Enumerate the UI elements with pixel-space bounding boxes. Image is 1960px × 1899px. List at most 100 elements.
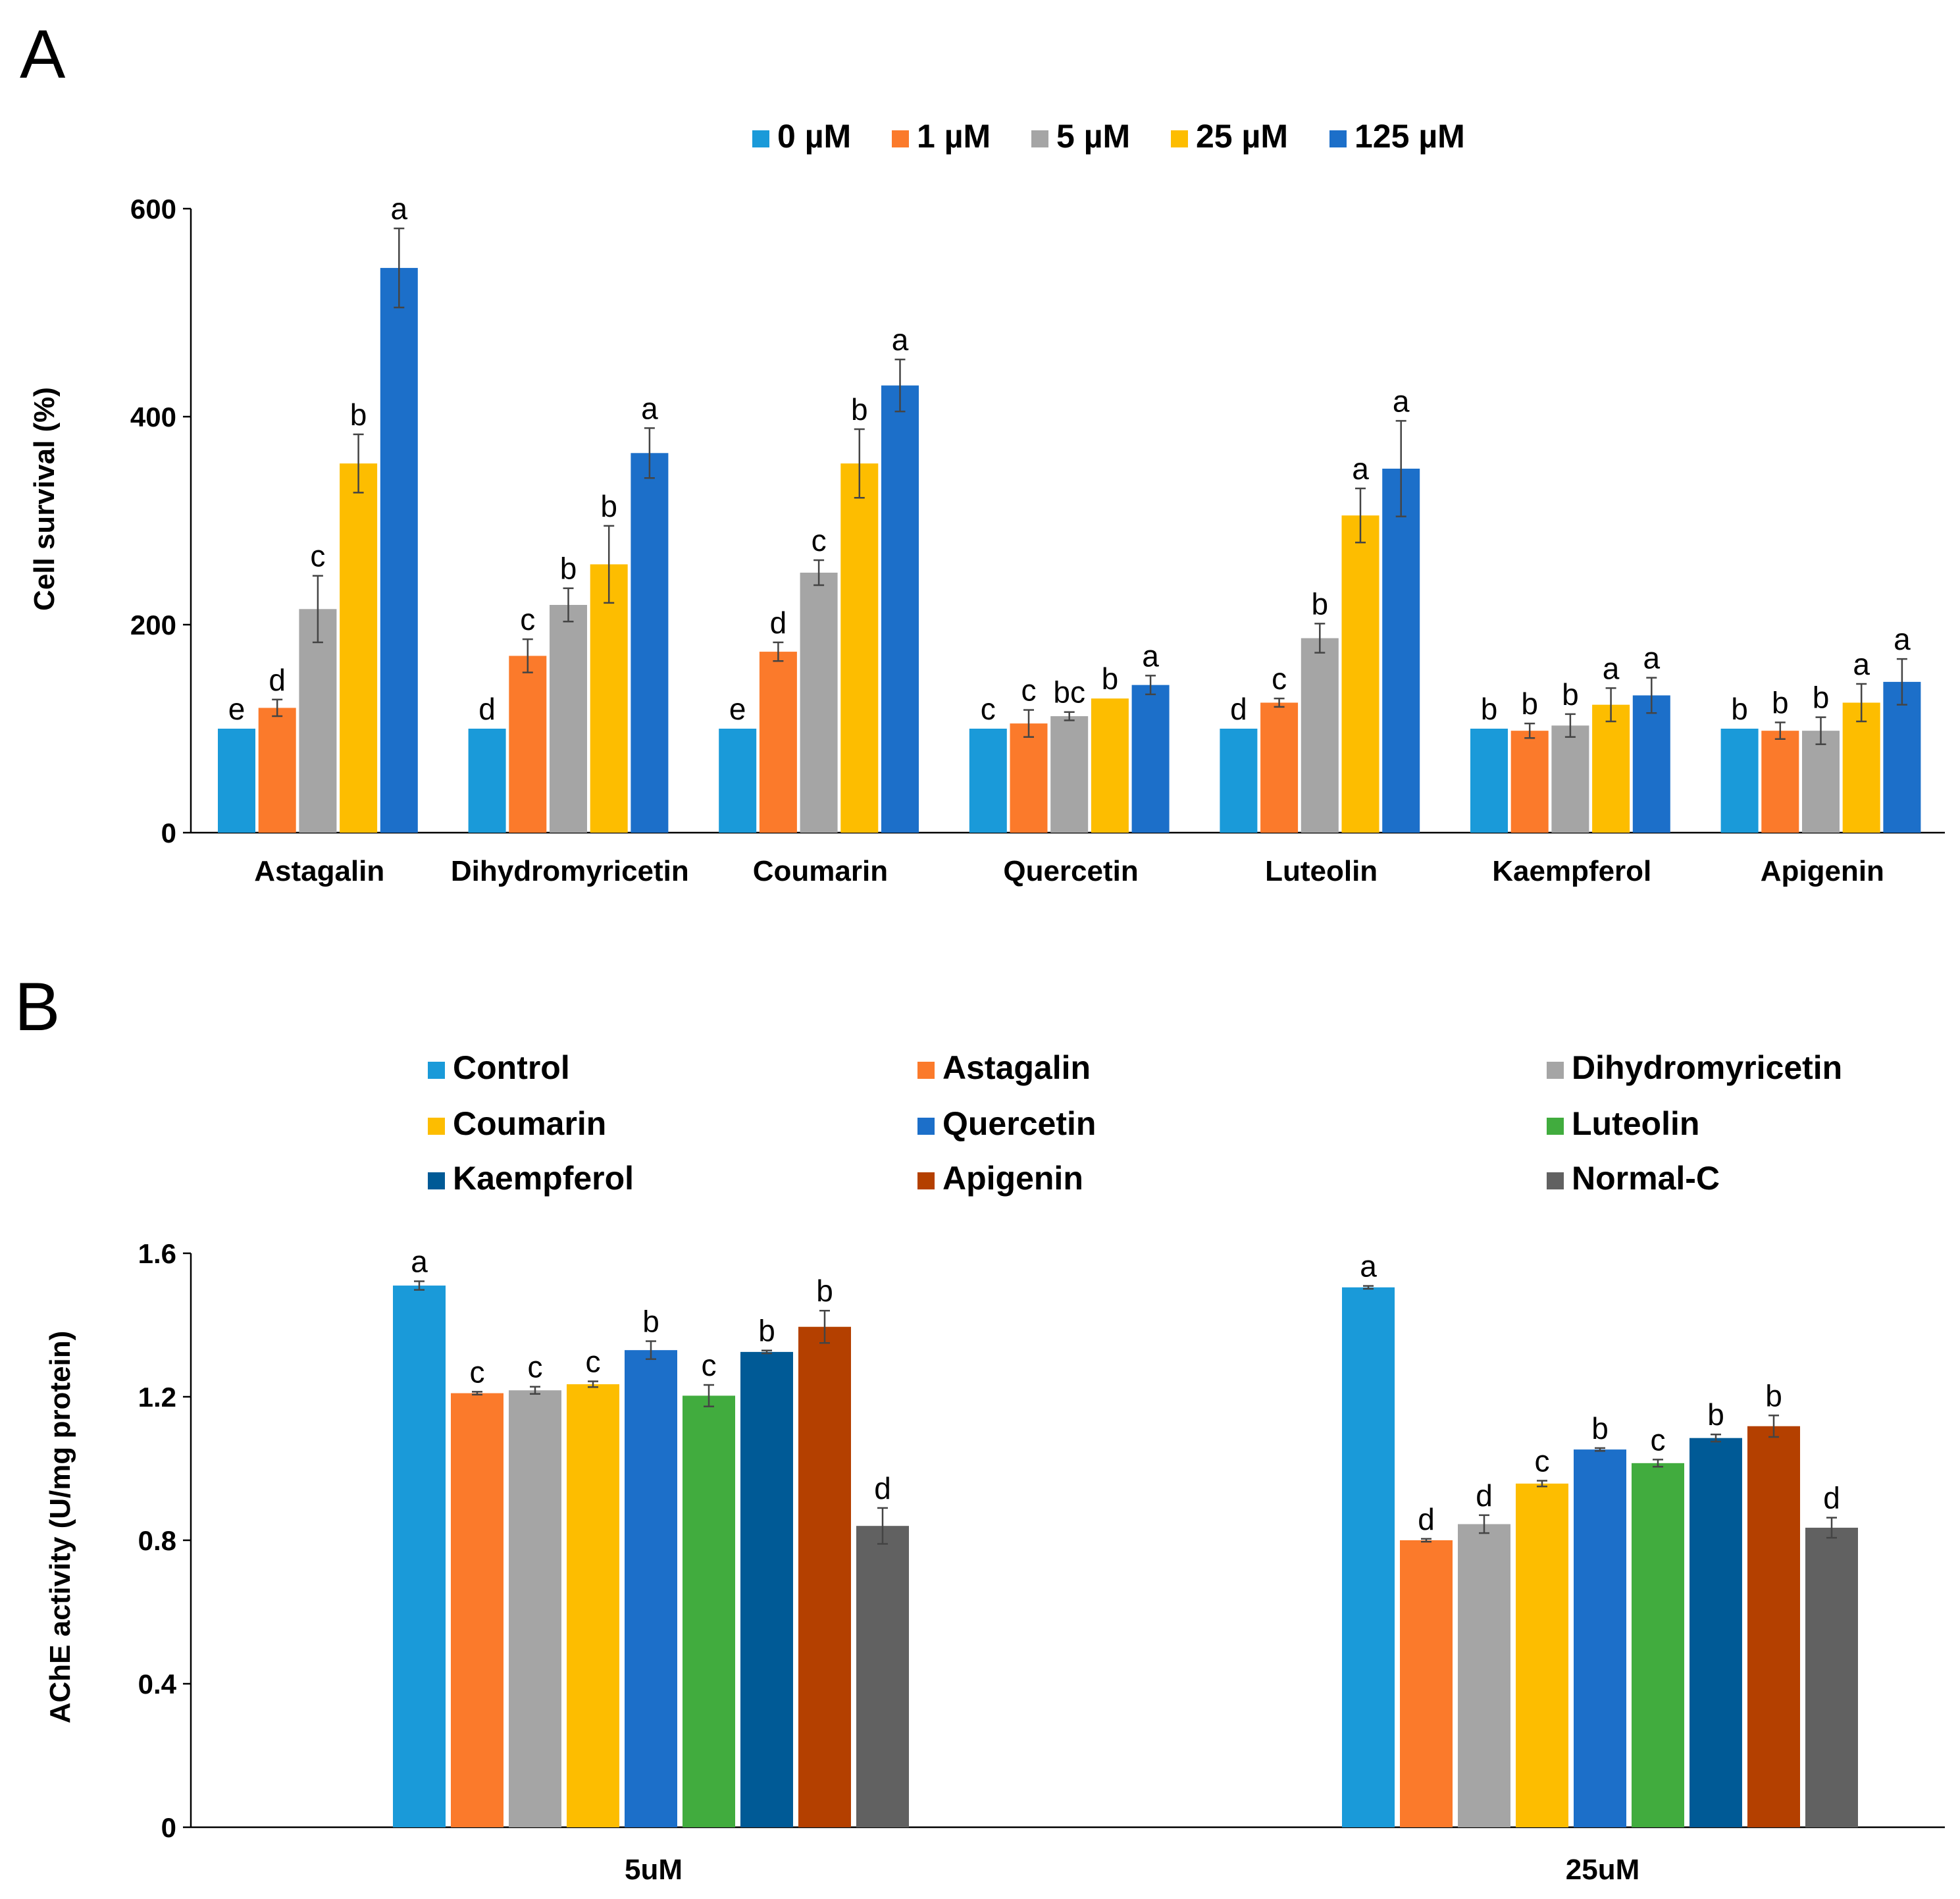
panel-a-category-label-kaempferol: Kaempferol — [1492, 855, 1651, 887]
panel-b-significance-label: b — [642, 1305, 659, 1339]
panel-b-bar-25um-normal-c — [1805, 1527, 1858, 1827]
panel-b-legend-label-apigenin: Apigenin — [942, 1160, 1083, 1197]
panel-b-y-tick-label: 0 — [161, 1812, 176, 1843]
panel-b-legend-label-dihydromyricetin: Dihydromyricetin — [1572, 1049, 1842, 1086]
panel-b-legend-swatch-control — [428, 1062, 445, 1079]
panel-b-legend-label-coumarin: Coumarin — [453, 1105, 606, 1142]
panel-a-significance-label: d — [1230, 692, 1247, 726]
panel-a-bar-apigenin-5-um — [1802, 731, 1840, 833]
panel-a-bar-coumarin-1-um — [759, 652, 797, 833]
panel-a-significance-label: b — [851, 392, 868, 427]
panel-a-significance-label: b — [1813, 681, 1830, 715]
panel-a-significance-label: c — [812, 523, 827, 558]
panel-a-legend-label-125-um: 125 µM — [1354, 118, 1465, 155]
panel-a-bar-dihydromyricetin-25-um — [590, 564, 628, 833]
panel-a-significance-label: a — [1853, 647, 1870, 681]
panel-a-y-tick-label: 600 — [130, 194, 176, 224]
panel-b-legend-swatch-kaempferol — [428, 1172, 445, 1189]
panel-b-significance-label: d — [874, 1471, 891, 1505]
panel-a-y-tick-label: 200 — [130, 610, 176, 640]
panel-a-significance-label: b — [1481, 692, 1498, 726]
panel-a-bar-apigenin-0-um — [1720, 729, 1759, 833]
panel-b-legend-swatch-astagalin — [917, 1062, 935, 1079]
panel-b-significance-label: a — [1360, 1249, 1377, 1284]
panel-a-legend-label-0-um: 0 µM — [777, 118, 851, 155]
panel-b-bar-25um-dihydromyricetin — [1458, 1524, 1510, 1827]
panel-a-significance-label: c — [1021, 673, 1037, 708]
panel-b-significance-label: d — [1823, 1481, 1840, 1515]
panel-a-significance-label: a — [892, 323, 909, 357]
panel-a-legend-label-25-um: 25 µM — [1196, 118, 1288, 155]
panel-a-category-label-astagalin: Astagalin — [254, 855, 384, 887]
panel-a-significance-label: a — [1603, 651, 1620, 685]
panel-b-y-tick-label: 1.2 — [138, 1382, 176, 1413]
panel-a-bar-luteolin-125-um — [1382, 469, 1420, 833]
panel-a-significance-label: b — [1562, 677, 1579, 712]
panel-a-legend-label-1-um: 1 µM — [917, 118, 991, 155]
panel-a-bar-luteolin-1-um — [1260, 702, 1299, 833]
panel-b-significance-label: d — [1418, 1502, 1435, 1536]
panel-a-category-label-dihydromyricetin: Dihydromyricetin — [451, 855, 689, 887]
panel-a-bar-quercetin-5-um — [1050, 716, 1089, 833]
panel-a-bar-apigenin-125-um — [1883, 681, 1921, 833]
panel-a-legend-swatch-25-um — [1171, 130, 1188, 147]
panel-a-category-label-luteolin: Luteolin — [1265, 855, 1378, 887]
panel-a-significance-label: a — [1643, 641, 1661, 675]
panel-a-bar-quercetin-0-um — [969, 729, 1007, 833]
panel-a-significance-label: b — [350, 398, 367, 432]
panel-a-bar-coumarin-0-um — [719, 729, 757, 833]
panel-b-legend-swatch-luteolin — [1547, 1118, 1564, 1135]
panel-a-bar-luteolin-25-um — [1341, 515, 1380, 833]
panel-b-bar-5um-control — [393, 1286, 446, 1827]
panel-b-significance-label: c — [702, 1348, 717, 1382]
panel-a-significance-label: a — [1894, 622, 1911, 656]
panel-b-significance-label: b — [758, 1314, 775, 1348]
panel-a-significance-label: d — [269, 663, 286, 697]
panel-a-legend: 0 µM 1 µM 5 µM 25 µM 125 µM — [752, 118, 1465, 155]
panel-b-legend-swatch-normal-c — [1547, 1172, 1564, 1189]
panel-b-significance-label: a — [411, 1245, 428, 1279]
panel-a-legend-label-5-um: 5 µM — [1056, 118, 1130, 155]
panel-b-bar-5um-luteolin — [683, 1395, 735, 1827]
panel-a-significance-label: c — [981, 692, 996, 726]
panel-a-significance-label: e — [729, 692, 746, 726]
panel-a-chart: A 0 µM 1 µM 5 µM 25 µM 125 µM Cell survival … — [20, 16, 1945, 887]
panel-b-significance-label: b — [1707, 1397, 1724, 1432]
panel-a-category-label-quercetin: Quercetin — [1003, 855, 1138, 887]
panel-a-bar-coumarin-25-um — [840, 463, 879, 833]
panel-a-category-label-coumarin: Coumarin — [753, 855, 888, 887]
panel-a-bar-quercetin-25-um — [1091, 698, 1129, 833]
panel-b-bar-25um-control — [1342, 1287, 1395, 1827]
panel-a-category-label-apigenin: Apigenin — [1761, 855, 1884, 887]
panel-a-bar-coumarin-5-um — [800, 573, 838, 833]
panel-a-significance-label: d — [770, 606, 787, 640]
panel-b-y-tick-label: 0.4 — [138, 1669, 177, 1700]
panel-a-plot-area: 0200400600AstagalinedcbaDihydromyricetin… — [130, 192, 1945, 887]
panel-a-y-axis-title: Cell survival (%) — [28, 387, 61, 611]
panel-a-significance-label: d — [478, 692, 496, 726]
panel-b-plot-area: 0 0.4 0.8 1.2 1.6 5uM a c c c b c b b d 25uM a d d c b c b b d — [138, 1238, 1945, 1886]
panel-b-bar-25um-apigenin — [1747, 1426, 1800, 1827]
panel-a-significance-label: c — [520, 602, 535, 637]
panel-a-bar-apigenin-25-um — [1842, 702, 1880, 833]
panel-b-significance-label: b — [816, 1274, 833, 1308]
panel-b-bar-25um-kaempferol — [1689, 1438, 1742, 1827]
panel-b-letter: B — [14, 969, 60, 1045]
panel-b-bar-25um-luteolin — [1632, 1463, 1684, 1827]
panel-a-significance-label: a — [391, 192, 408, 226]
panel-b-y-tick-label: 1.6 — [138, 1238, 176, 1269]
panel-b-category-label-5um: 5uM — [625, 1854, 683, 1886]
panel-a-bar-dihydromyricetin-1-um — [509, 656, 547, 833]
panel-b-legend-swatch-dihydromyricetin — [1547, 1062, 1564, 1079]
panel-a-significance-label: b — [1102, 662, 1119, 696]
panel-a-significance-label: b — [1772, 686, 1789, 720]
panel-a-bar-quercetin-125-um — [1131, 685, 1170, 833]
panel-a-significance-label: e — [228, 692, 245, 726]
panel-b-bar-25um-quercetin — [1574, 1449, 1626, 1827]
panel-b-significance-label: c — [586, 1345, 601, 1379]
panel-a-legend-swatch-1-um — [892, 130, 909, 147]
panel-a-letter: A — [20, 16, 66, 93]
panel-b-legend: Control Astagalin Dihydromyricetin Coumarin… — [428, 1049, 1842, 1197]
panel-a-bar-astagalin-0-um — [218, 729, 255, 833]
